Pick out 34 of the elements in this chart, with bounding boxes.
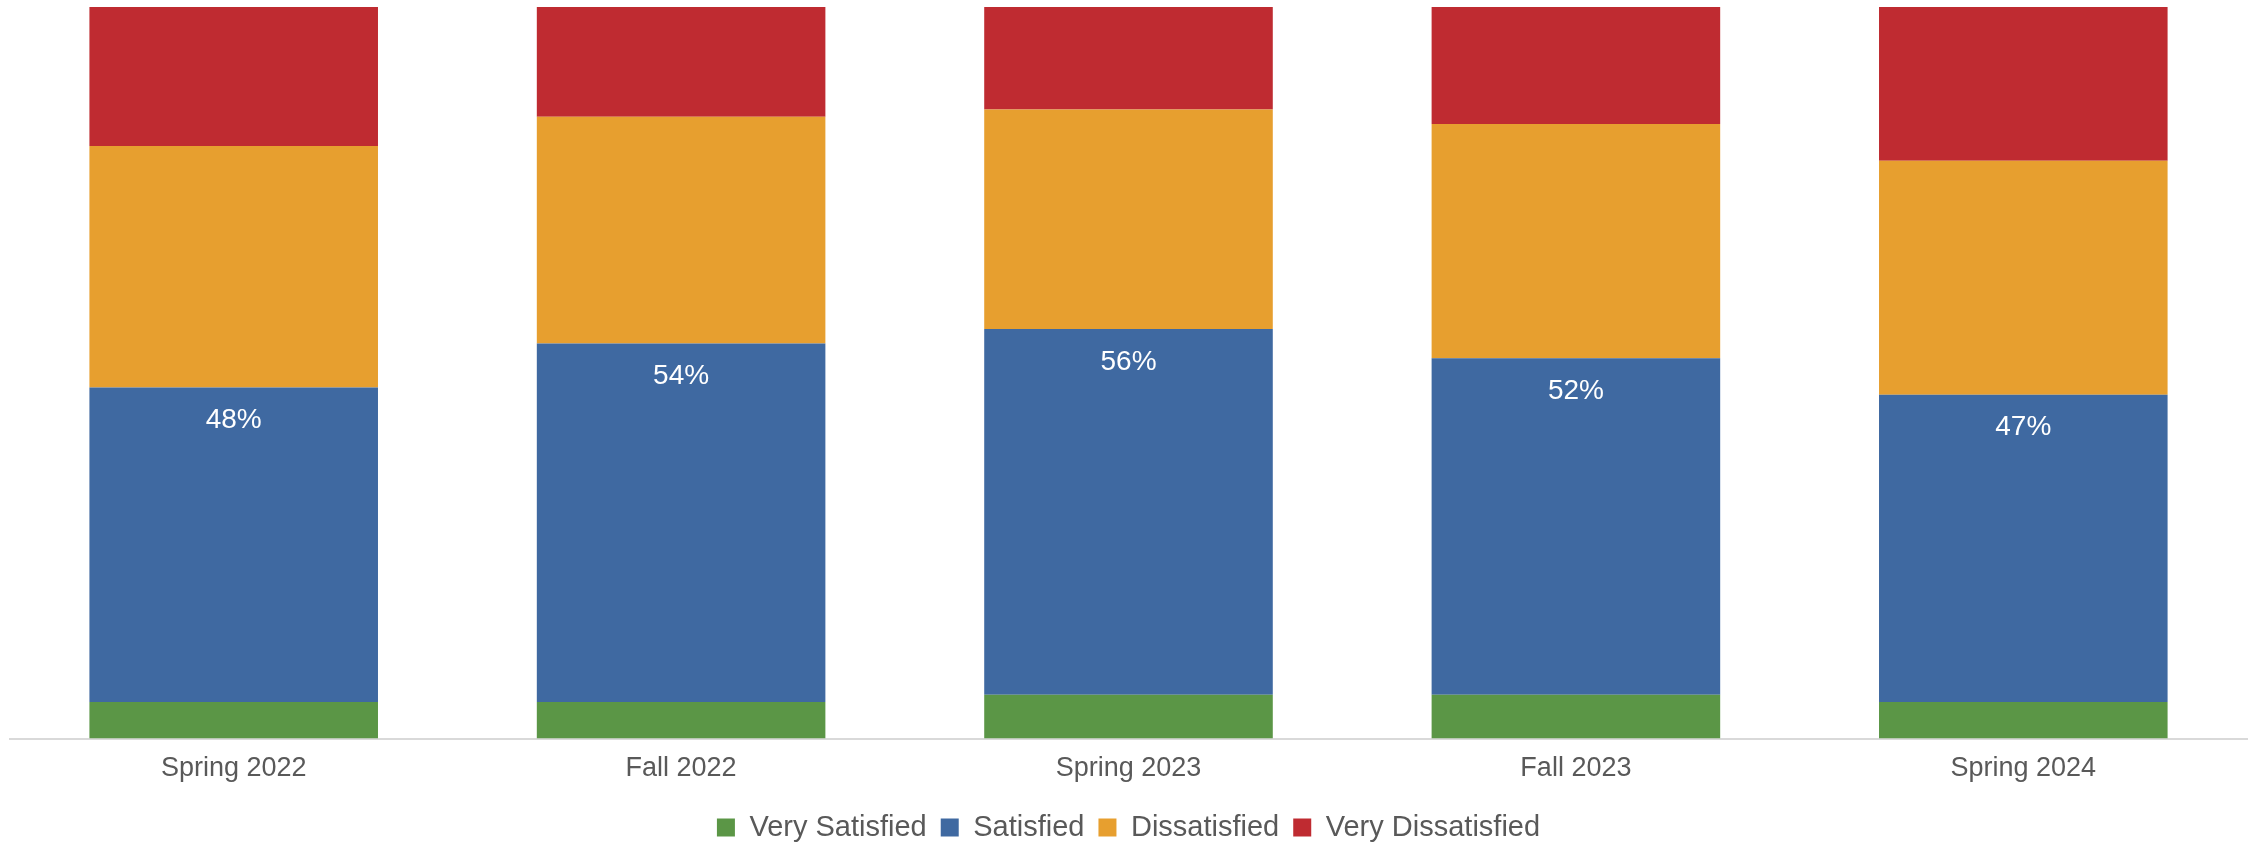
bar: [1431, 124, 1721, 359]
bar: [89, 387, 378, 703]
x-tick-label: Fall 2022: [625, 752, 737, 783]
bar: [89, 702, 378, 739]
legend-label: Satisfied: [973, 809, 1085, 842]
annotation: 52%: [1547, 373, 1604, 405]
bar: [1431, 7, 1721, 125]
bar: [536, 343, 826, 703]
bar: [1879, 7, 2168, 161]
legend-label: Very Satisfied: [749, 809, 927, 842]
bar: [536, 7, 826, 117]
x-tick-label: Spring 2023: [1055, 752, 1202, 783]
x-tick-label: Spring 2022: [160, 752, 307, 783]
legend-label: Very Dissatisfied: [1325, 809, 1541, 842]
bar: [1431, 694, 1721, 739]
bar: [536, 702, 826, 739]
x-tick-label: Fall 2023: [1520, 752, 1632, 783]
annotation: 54%: [653, 359, 710, 391]
bar: [536, 116, 826, 344]
bar: [1879, 702, 2168, 739]
bar: [984, 7, 1273, 110]
x-tick-label: Spring 2024: [1950, 752, 2097, 783]
bar: [1879, 160, 2168, 395]
annotation: 48%: [205, 403, 262, 435]
bar: [984, 694, 1273, 739]
bar: [984, 109, 1273, 329]
bar: [984, 328, 1273, 695]
bar: [1879, 394, 2168, 703]
annotation: 47%: [1995, 410, 2052, 442]
bar: [1431, 358, 1721, 695]
annotation: 56%: [1100, 344, 1157, 376]
bar: [89, 146, 378, 388]
bar: [89, 7, 378, 146]
legend-label: Dissatisfied: [1130, 809, 1280, 842]
